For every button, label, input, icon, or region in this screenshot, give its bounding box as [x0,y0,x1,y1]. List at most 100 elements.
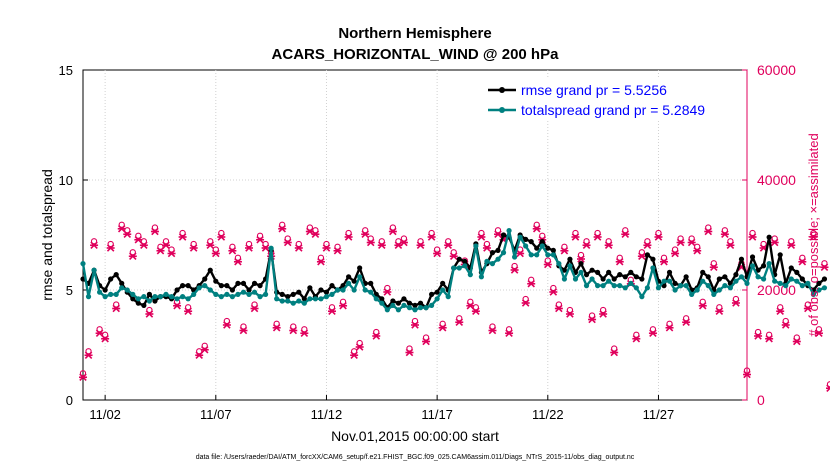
totalspread-point [478,274,484,280]
rmse-point [251,280,258,286]
obs-assimilated-point [128,252,137,261]
totalspread-point [517,234,523,240]
totalspread-point [628,280,634,286]
obs-assimilated-point [344,233,353,241]
obs-assimilated-point [593,233,602,241]
rmse-point [417,300,424,306]
legend-box [483,77,743,121]
obs-assimilated-point [560,246,569,255]
obs-possible-point [572,229,579,237]
rmse-point [462,258,468,264]
obs-assimilated-point [726,241,735,250]
obs-possible-point [428,229,435,237]
obs-assimilated-point [643,241,652,250]
totalspread-point [567,263,573,269]
obs-assimilated-point [173,301,182,310]
rmse-point [102,287,108,293]
obs-assimilated-point [399,238,408,247]
rmse-point [174,287,180,293]
obs-possible-point [234,254,242,261]
obs-possible-point [467,298,474,305]
totalspread-point [163,291,169,297]
obs-assimilated-point [770,238,779,247]
totalspread-point [141,294,147,300]
obs-possible-point [362,227,369,234]
totalspread-point [412,307,418,313]
obs-assimilated-stroke [826,387,830,393]
obs-possible-point [494,227,502,234]
obs-assimilated-point [90,241,99,250]
obs-assimilated-point [294,244,303,252]
obs-possible-point [201,342,208,349]
obs-assimilated-point [233,257,242,266]
rmse-point [545,245,551,251]
rmse-point [135,300,141,306]
obs-possible-point [583,238,590,245]
obs-possible-point [599,306,607,314]
obs-assimilated-point [106,244,115,252]
totalspread-point [716,287,722,293]
totalspread-point [213,291,219,297]
obs-possible-point [245,240,253,248]
rmse-point [821,276,828,282]
obs-possible-point [749,229,756,237]
obs-possible-point [594,229,601,237]
obs-possible-point [406,345,413,352]
obs-possible-point [218,229,225,237]
totalspread-point [157,294,164,300]
obs-possible-point [157,243,164,250]
obs-possible-point [162,238,170,245]
obs-possible-point [815,326,823,333]
obs-possible-point [721,227,729,234]
obs-assimilated-point [411,321,419,329]
totalspread-point [346,280,352,286]
obs-possible-point [207,238,214,245]
obs-possible-point [190,240,197,248]
obs-assimilated-point [422,337,431,346]
totalspread-point [146,298,152,304]
obs-assimilated-point [416,241,425,250]
totalspread-point [484,258,490,264]
obs-assimilated-point [139,241,148,250]
rmse-point [213,278,219,284]
obs-possible-point [339,298,347,305]
totalspread-point [777,280,783,286]
obs-possible-point [577,251,585,259]
obs-assimilated-point [328,307,336,316]
rmse-point [539,239,545,245]
totalspread-point [119,285,125,291]
obs-possible-point [710,260,717,267]
rmse-point [440,280,446,286]
obs-possible-point [777,304,784,311]
obs-assimilated-point [599,310,608,318]
obs-possible-point [323,240,330,248]
totalspread-point [417,305,424,311]
obs-possible-point [196,348,203,355]
totalspread-point [429,302,435,308]
obs-assimilated-point [704,227,713,236]
rmse-point [357,265,363,271]
obs-assimilated-stroke [826,384,830,390]
obs-possible-point [439,320,446,327]
rmse-point [749,254,756,260]
obs-possible-point [450,249,457,256]
obs-possible-point [317,254,325,261]
obs-possible-point [522,295,529,303]
obs-possible-point [671,246,679,253]
obs-possible-point [422,334,430,341]
obs-possible-point [229,243,236,250]
obs-assimilated-point [577,255,585,263]
obs-possible-point [140,238,148,245]
rmse-point [152,298,158,304]
obs-assimilated-point [200,345,209,354]
obs-assimilated-point [671,249,680,258]
totalspread-point [705,283,711,289]
x-tick-label: 11/02 [89,407,121,422]
totalspread-point [772,278,778,284]
totalspread-point [622,285,628,291]
rmse-point [705,274,711,280]
totalspread-point [650,265,656,271]
obs-assimilated-point [444,241,453,250]
rmse-point [600,276,606,282]
